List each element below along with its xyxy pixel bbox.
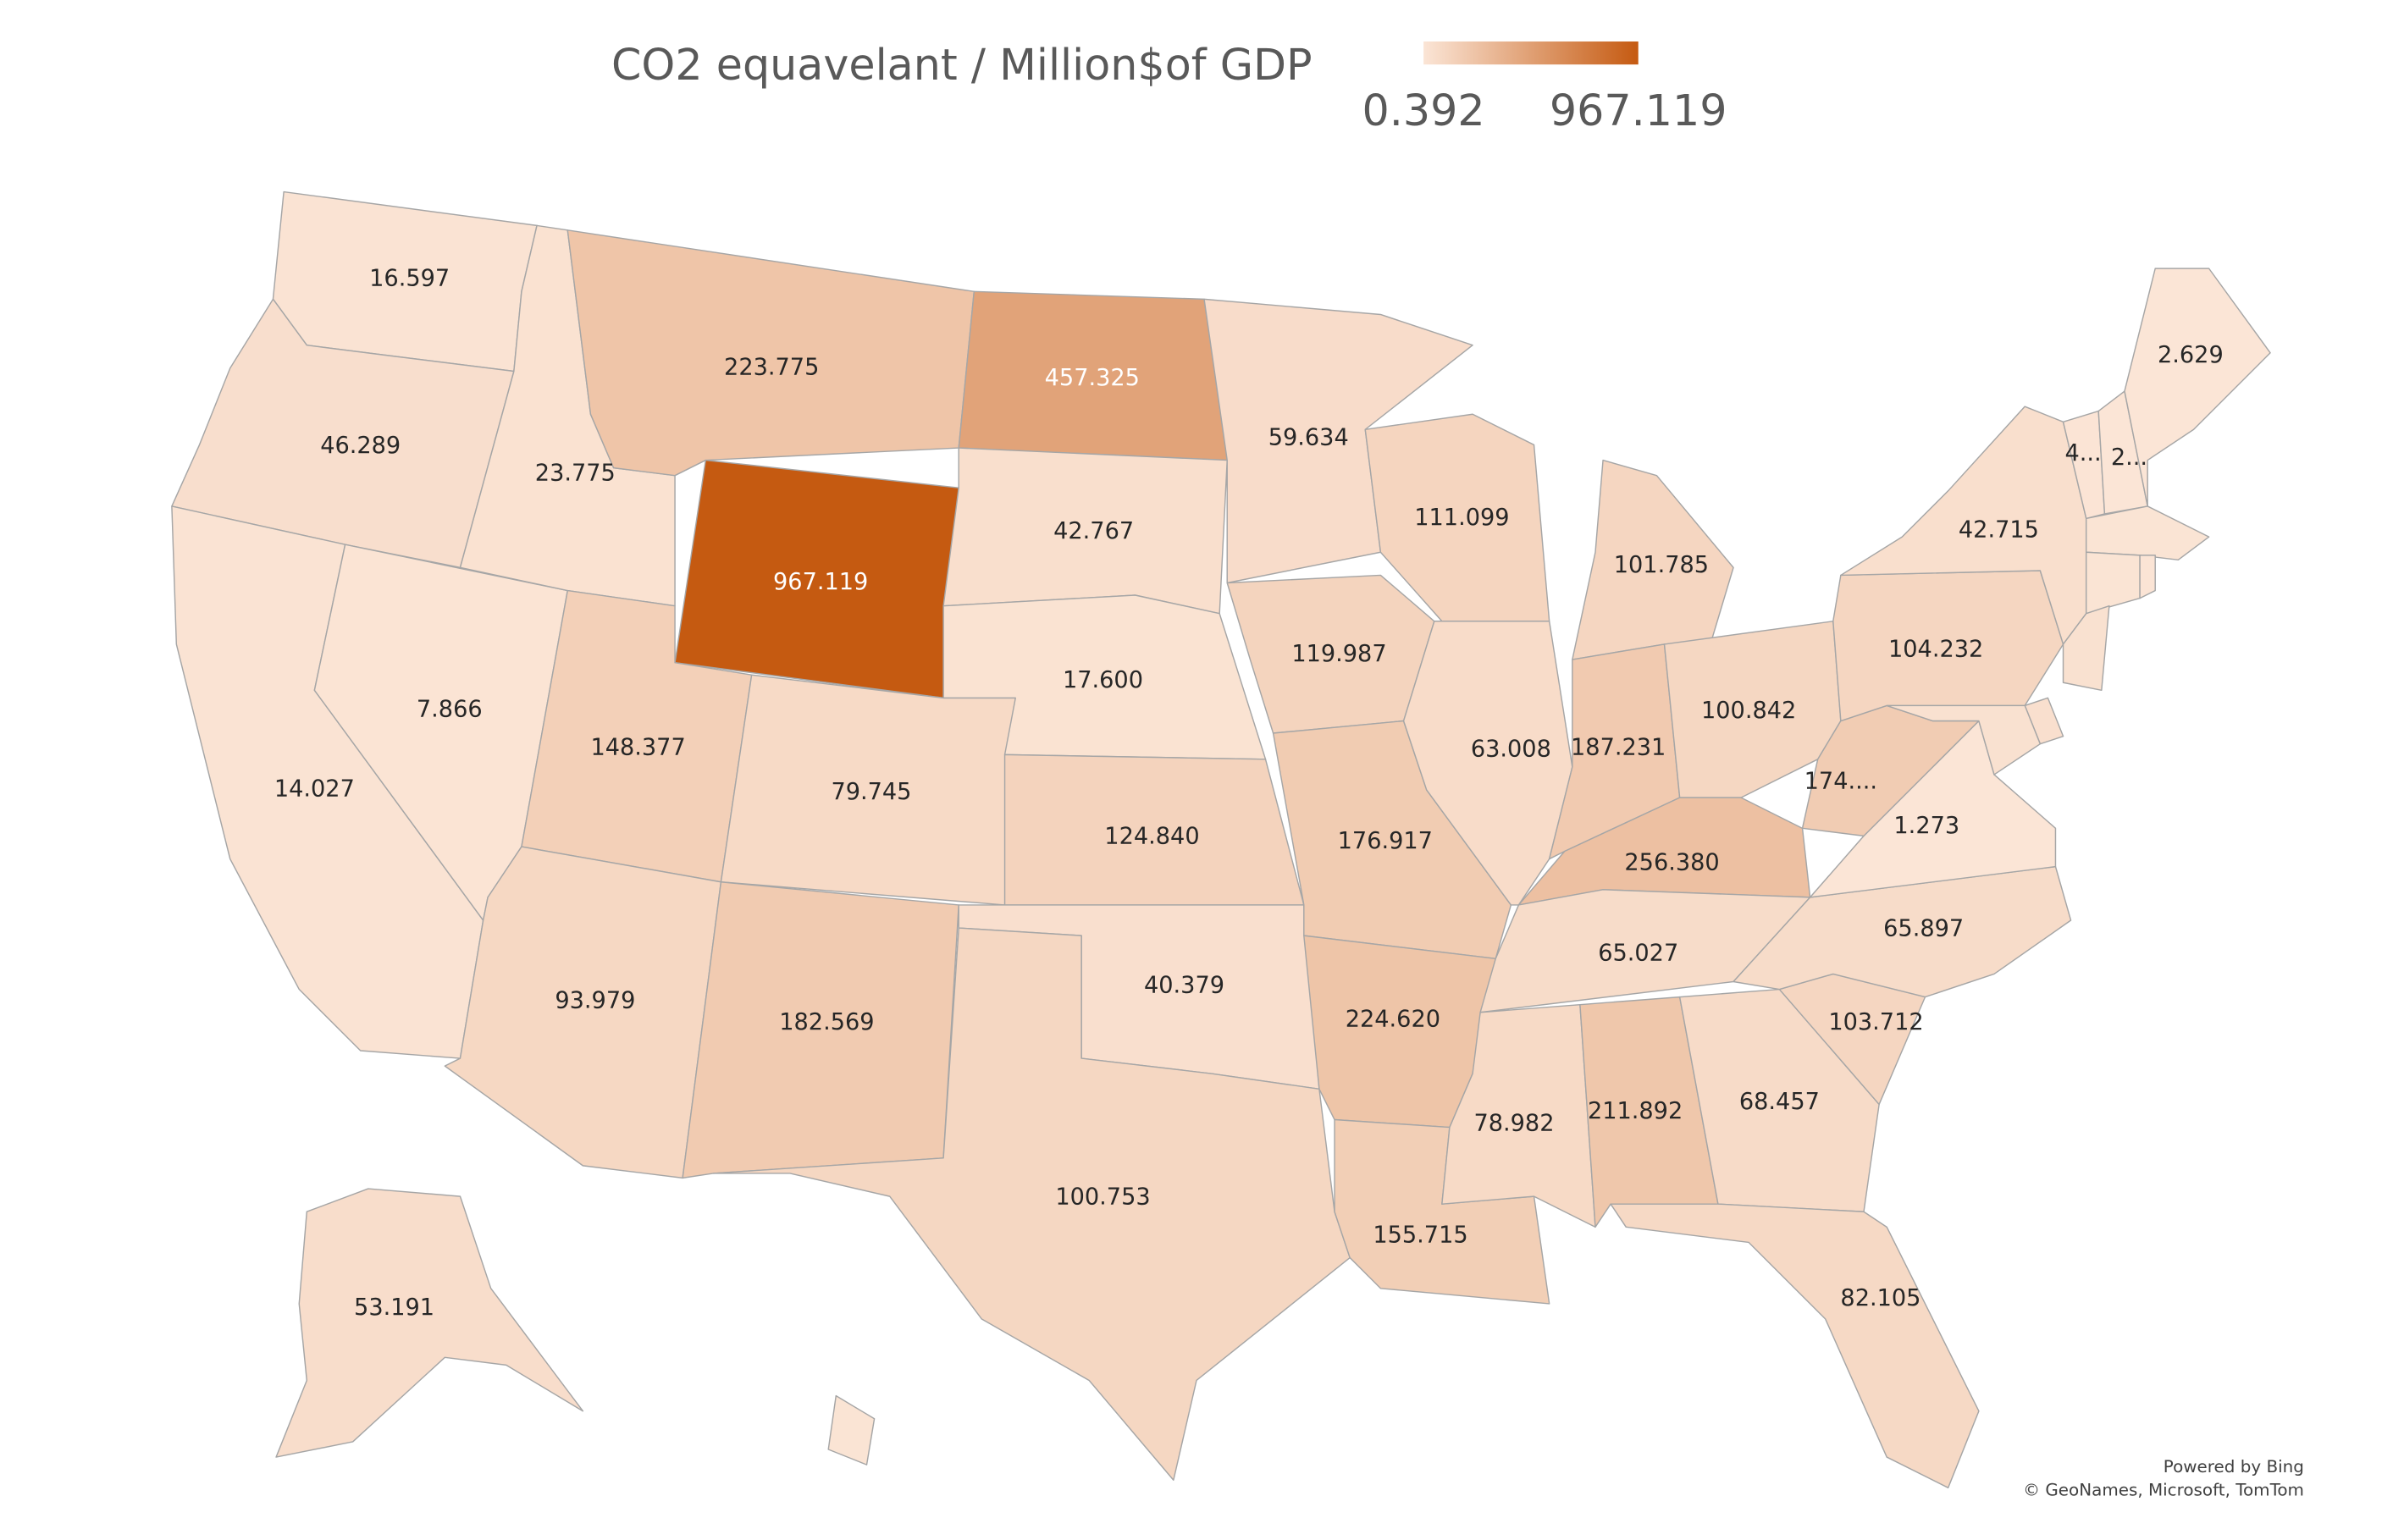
state-label: 17.600 <box>1063 667 1143 693</box>
state-label: 1.273 <box>1893 813 1959 839</box>
state-label: 100.842 <box>1701 698 1796 724</box>
state <box>1678 988 1880 1212</box>
state-label: 101.785 <box>1614 552 1709 578</box>
state-label: 224.620 <box>1346 1006 1440 1032</box>
state-label: 100.753 <box>1055 1184 1150 1210</box>
state-label: 42.767 <box>1053 518 1134 544</box>
state-labels: 16.597 46.289 14.027 7.866 23.775 223.775 967.… <box>274 265 2224 1321</box>
state-label: 7.866 <box>417 696 483 722</box>
state-label: 256.380 <box>1624 850 1719 876</box>
state-label: 119.987 <box>1291 641 1386 667</box>
state-label: 4... <box>2064 440 2101 466</box>
state-label: 174.... <box>1804 768 1877 794</box>
attribution: © GeoNames, Microsoft, TomTom <box>2023 1480 2304 1499</box>
state <box>566 229 975 477</box>
state-label: 124.840 <box>1104 824 1199 850</box>
state <box>1402 621 1573 906</box>
state-label: 65.027 <box>1598 940 1678 966</box>
state-label: 53.191 <box>354 1294 434 1321</box>
state-label: 79.745 <box>831 779 911 805</box>
state-label: 14.027 <box>274 776 355 803</box>
state-label: 967.119 <box>773 569 868 595</box>
map-title: CO2 equavelant / Million$of GDP <box>611 40 1313 90</box>
state-label: 42.715 <box>1959 516 2039 543</box>
state-label: 23.775 <box>535 460 616 486</box>
state-label: 155.715 <box>1373 1223 1467 1249</box>
state-label: 182.569 <box>779 1009 874 1035</box>
state-label: 187.231 <box>1571 735 1666 761</box>
state-label: 40.379 <box>1144 972 1224 998</box>
state-label: 65.897 <box>1883 915 1964 941</box>
state <box>1886 704 2042 776</box>
state-label: 2... <box>2111 444 2147 471</box>
state <box>827 1394 876 1465</box>
state-label: 103.712 <box>1828 1009 1923 1035</box>
legend-min: 0.392 <box>1362 86 1485 135</box>
state <box>712 927 1351 1481</box>
state-label: 78.982 <box>1473 1110 1554 1136</box>
state-label: 111.099 <box>1414 505 1509 531</box>
state-label: 176.917 <box>1338 828 1433 854</box>
state-label: 148.377 <box>590 735 685 761</box>
legend-scale <box>1423 41 1639 65</box>
state-label: 223.775 <box>724 354 819 380</box>
state <box>275 1188 584 1458</box>
state-label: 46.289 <box>320 433 401 459</box>
state-label: 68.457 <box>1739 1089 1820 1115</box>
state-label: 82.105 <box>1840 1285 1920 1311</box>
state-label: 59.634 <box>1268 425 1349 451</box>
attribution: Powered by Bing <box>2164 1457 2304 1477</box>
legend-max: 967.119 <box>1550 86 1727 135</box>
state <box>2085 505 2210 561</box>
state-label: 211.892 <box>1588 1098 1683 1124</box>
state-label: 2.629 <box>2158 342 2224 368</box>
state <box>1610 1203 1980 1489</box>
state-label: 93.979 <box>555 988 635 1014</box>
state <box>2085 551 2141 615</box>
states <box>171 190 2271 1489</box>
state-label: 16.597 <box>369 265 450 291</box>
state-label: 457.325 <box>1045 365 1140 391</box>
state-label: 63.008 <box>1471 736 1551 762</box>
state-label: 104.232 <box>1888 637 1983 663</box>
state <box>2124 268 2271 507</box>
state <box>2062 604 2110 692</box>
state <box>2139 555 2156 599</box>
